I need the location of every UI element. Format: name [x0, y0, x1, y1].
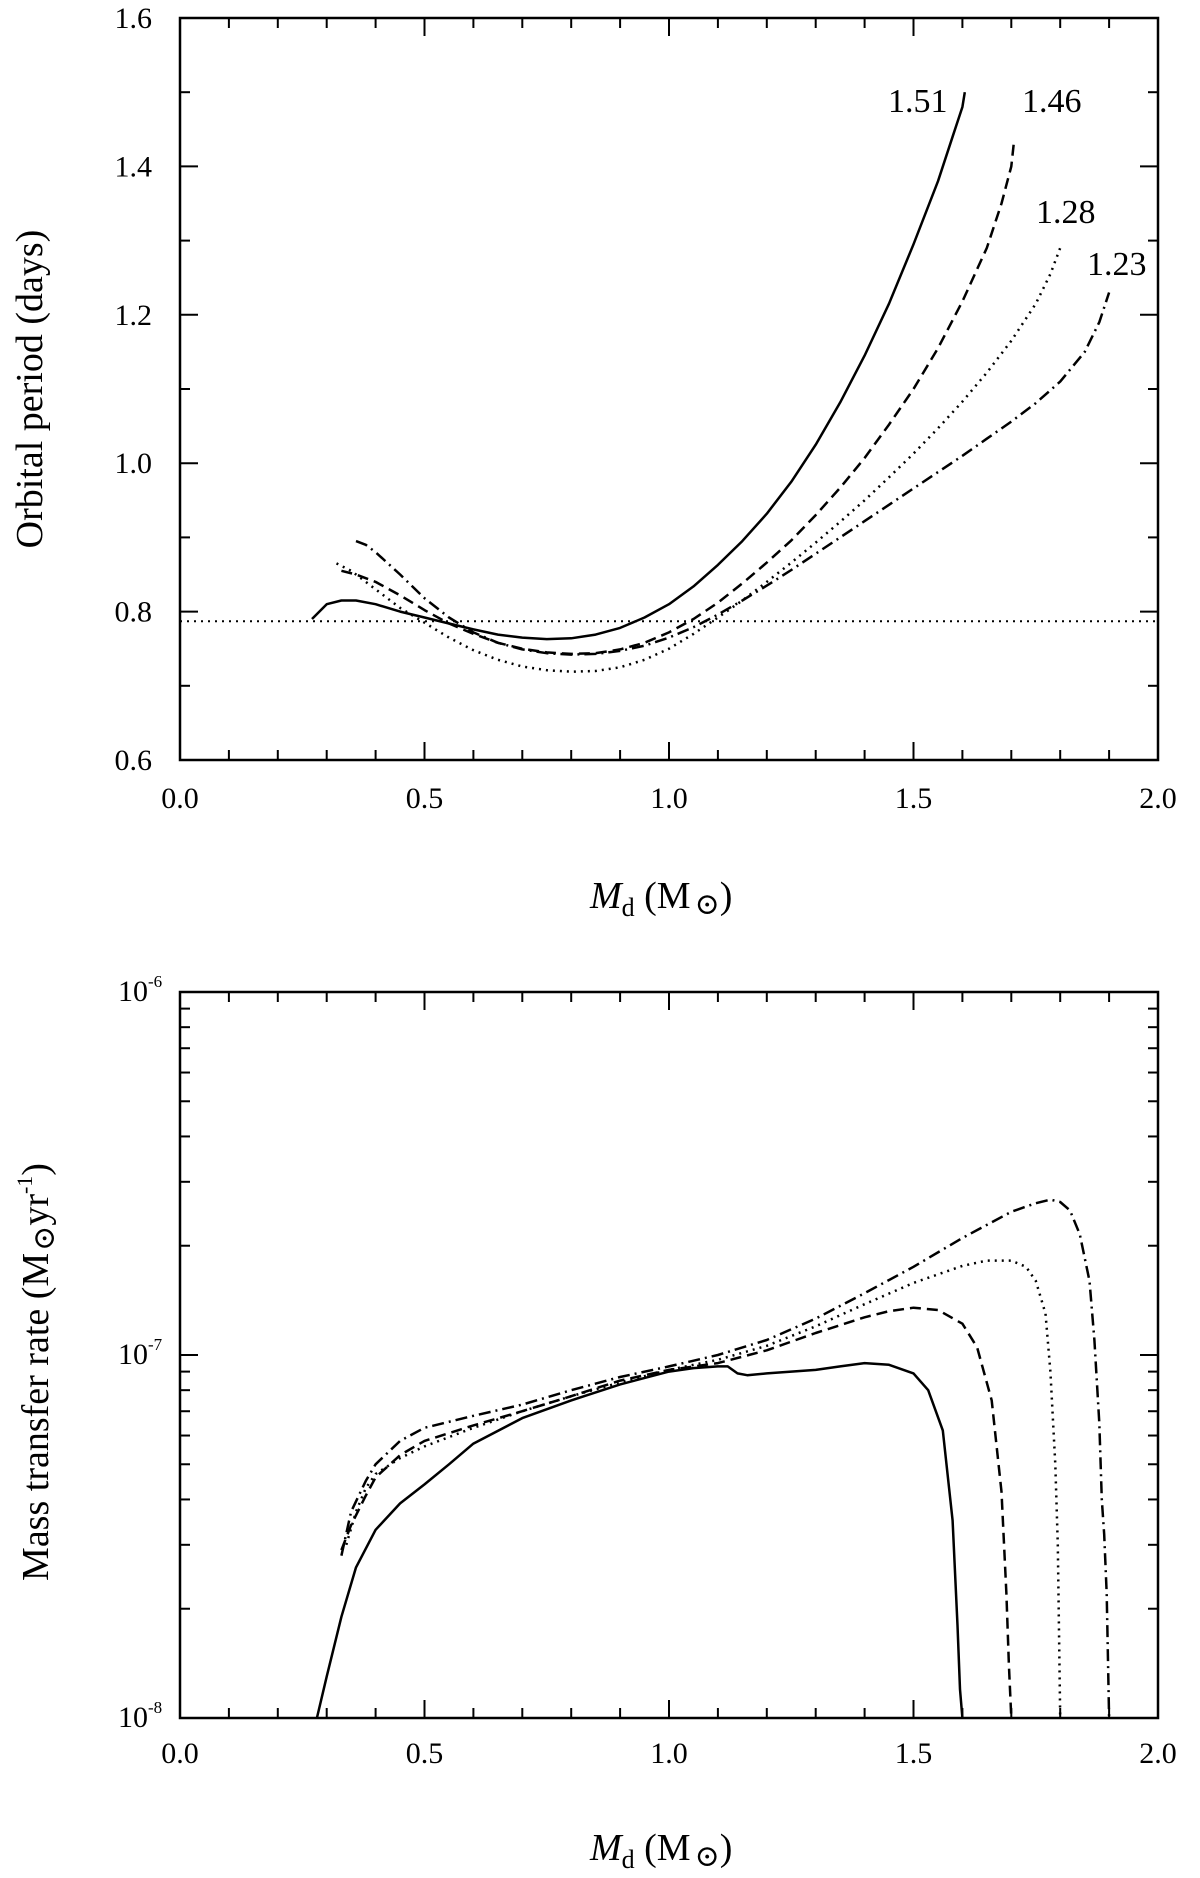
- top-y-tick-label: 1.0: [115, 447, 153, 480]
- top-x-tick-label: 0.5: [406, 782, 444, 815]
- top-x-axis-label: Md (M ⊙): [589, 875, 732, 922]
- sun-symbol: ⊙: [28, 1226, 61, 1251]
- bottom-series-1.23: [340, 1198, 1111, 1719]
- top-x-axis-label-subscript: d: [622, 893, 635, 922]
- bottom-x-axis-label-subscript: d: [622, 1845, 635, 1874]
- curve-label-1.51: 1.51: [888, 83, 948, 120]
- top-y-tick-label: 1.6: [115, 2, 153, 35]
- bottom-x-axis-label: Md (M ⊙): [589, 1827, 732, 1874]
- top-chart: 0.0 0.5 1.0 1.5 2.0 0.6 0.8 1.0 1.2 1.4 …: [9, 2, 1177, 922]
- top-x-tick-label: 1.5: [895, 782, 933, 815]
- curve-label-1.28: 1.28: [1036, 194, 1096, 231]
- bottom-curves: [315, 1198, 1111, 1719]
- top-series-1.51: [311, 91, 967, 641]
- bottom-chart: 0.0 0.5 1.0 1.5 2.0 10-8 10-7 10-6 Mass …: [12, 972, 1177, 1874]
- top-x-tick-label: 1.0: [650, 782, 688, 815]
- bottom-y-tick-label: 10-7: [118, 1335, 163, 1371]
- top-curves: [311, 91, 1111, 673]
- top-y-tick-label: 1.2: [115, 299, 153, 332]
- top-y-axis-label: Orbital period (days): [9, 230, 51, 549]
- top-x-tick-label: 0.0: [161, 782, 199, 815]
- top-ticks: [179, 17, 1159, 761]
- sun-symbol: ⊙: [695, 1840, 720, 1873]
- bottom-series-1.28: [345, 1259, 1062, 1719]
- bottom-x-tick-label: 1.0: [650, 1737, 688, 1770]
- top-x-axis-label-close: ): [720, 875, 733, 917]
- top-x-tick-label: 2.0: [1139, 782, 1177, 815]
- top-series-1.23: [355, 292, 1111, 656]
- top-x-axis-label-unit: (M: [635, 875, 691, 917]
- bottom-y-tick-label: 10-8: [118, 1698, 162, 1734]
- bottom-series-1.46: [340, 1306, 1013, 1719]
- bottom-y-tick-label: 10-6: [118, 972, 162, 1008]
- bottom-x-tick-label: 2.0: [1139, 1737, 1177, 1770]
- bottom-x-tick-label: 1.5: [895, 1737, 933, 1770]
- top-series-1.46: [341, 143, 1015, 656]
- bottom-y-axis-label: Mass transfer rate (M⊙yr-1): [12, 1163, 61, 1581]
- top-y-tick-label: 0.6: [115, 744, 153, 777]
- sun-symbol: ⊙: [695, 888, 720, 921]
- bottom-x-tick-label: 0.5: [406, 1737, 444, 1770]
- top-series-1.28: [335, 247, 1062, 673]
- top-y-tick-label: 0.8: [115, 596, 153, 629]
- bottom-x-axis-label-unit: (M: [635, 1827, 691, 1869]
- bottom-ticks: [179, 992, 1159, 1719]
- bottom-x-axis-label-close: ): [720, 1827, 733, 1869]
- curve-label-1.46: 1.46: [1022, 83, 1082, 120]
- top-x-axis-label-symbol: M: [589, 875, 624, 917]
- bottom-x-axis-label-symbol: M: [589, 1827, 624, 1869]
- bottom-x-tick-label: 0.0: [161, 1737, 199, 1770]
- top-y-tick-label: 1.4: [115, 150, 153, 183]
- curve-label-1.23: 1.23: [1087, 246, 1147, 283]
- bottom-series-1.51: [315, 1361, 964, 1719]
